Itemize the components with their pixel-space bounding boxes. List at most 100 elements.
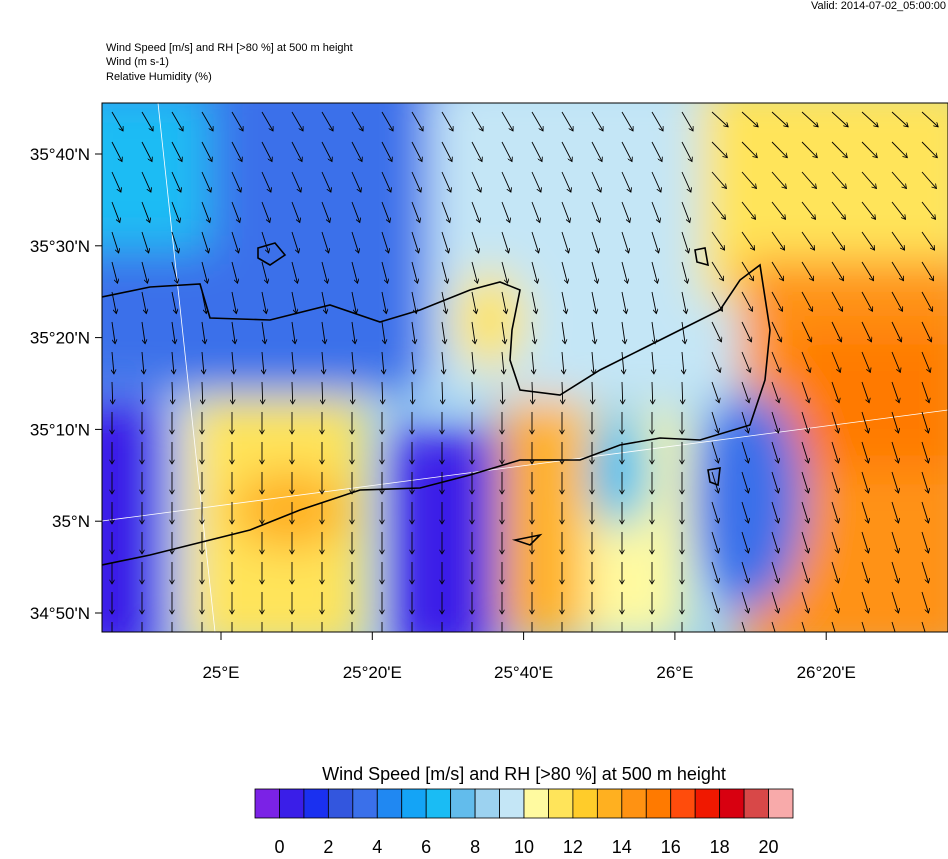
colorbar-title: Wind Speed [m/s] and RH [>80 %] at 500 m… [322,764,726,784]
wind-arrow [741,411,749,433]
wind-arrow [531,171,541,192]
wind-arrow [501,111,513,131]
wind-arrow [561,171,571,192]
wind-arrow [291,201,300,223]
wind-arrow [891,531,899,553]
colorbar-tick-label: 10 [514,837,534,854]
wind-arrow [801,201,816,219]
header-line: Wind (m s-1) [106,56,169,68]
colorbar-box [352,788,378,819]
wind-arrow [801,351,810,372]
wind-arrow [711,531,719,553]
wind-arrow [861,561,869,583]
colorbar-box [401,788,427,819]
wind-arrow [771,531,779,553]
wind-arrow [291,231,299,253]
wind-arrow [621,111,633,131]
wind-arrow [801,381,809,403]
wind-arrow [171,201,180,223]
wind-arrow [771,201,786,219]
wind-arrow [591,141,602,162]
wind-arrow [621,231,629,253]
wind-arrow [831,201,846,219]
wind-arrow [921,531,929,553]
wind-arrow [861,411,869,433]
wind-arrow [471,111,483,131]
wind-arrow [861,621,866,632]
wind-arrow [741,591,749,613]
wind-arrow [321,261,328,283]
wind-arrow [741,441,749,463]
wind-arrow [411,291,416,314]
colorbar-box [327,788,354,819]
colorbar-box [425,788,452,819]
wind-arrow [891,291,903,311]
wind-arrow [921,441,929,463]
wind-arrow [352,351,354,374]
wind-arrow [261,261,268,283]
colorbar-box [621,788,647,819]
wind-arrow [352,381,353,404]
wind-arrow [171,261,178,283]
colorbar-box [376,788,403,819]
colorbar-tick-label: 20 [759,837,779,854]
wind-arrow [741,291,753,311]
colorbar-box [499,788,525,819]
colorbar-box [596,788,623,819]
wind-arrow [891,261,904,281]
wind-arrow [591,261,598,283]
wind-arrow [201,321,205,344]
wind-arrow [501,141,512,162]
colorbar-box [694,788,721,819]
wind-arrow [381,111,393,131]
colorbar-box [474,788,500,819]
wind-arrow [351,171,361,192]
wind-arrow [741,561,749,583]
wind-arrow [141,321,145,344]
wind-arrow [501,171,511,192]
wind-arrow [172,351,174,374]
lat-label: 34°50'N [30,604,90,623]
wind-arrow [801,561,809,583]
colorbar-box [548,788,574,819]
lat-label: 35°20'N [30,329,90,348]
colorbar-box [719,788,745,819]
wind-arrow [741,141,757,158]
wind-arrow [441,201,450,223]
wind-arrow [681,111,693,131]
wind-arrow [921,291,933,311]
wind-arrow [561,141,572,162]
colorbar-tick-label: 16 [661,837,681,854]
wind-arrow [801,321,811,342]
header-line: Wind Speed [m/s] and RH [>80 %] at 500 m… [106,42,353,54]
wind-arrow [561,201,570,223]
colorbar-box [645,788,672,819]
wind-arrow [411,261,418,283]
wind-arrow [891,621,896,632]
wind-arrow [141,261,148,283]
wind-arrow [201,201,210,223]
wind-arrow [142,351,144,374]
wind-arrow [442,381,443,404]
wind-arrow [231,201,240,223]
wind-arrow [562,381,563,404]
wind-arrow [622,351,624,374]
wind-arrow [141,231,149,253]
wind-arrow [801,411,809,433]
wind-arrow [771,591,779,613]
wind-arrow [411,321,415,344]
wind-arrow [321,231,329,253]
wind-arrow [771,621,776,632]
wind-arrow [921,261,934,281]
wind-arrow [891,591,899,613]
wind-arrow [261,291,266,314]
colorbar-tick-label: 14 [612,837,632,854]
wind-arrow [141,171,151,192]
wind-arrow [231,261,238,283]
wind-arrow [831,531,839,553]
wind-arrow [231,111,243,131]
wind-arrow [291,141,302,162]
wind-arrow [472,351,474,374]
wind-arrow [321,171,331,192]
wind-arrow [711,471,719,493]
